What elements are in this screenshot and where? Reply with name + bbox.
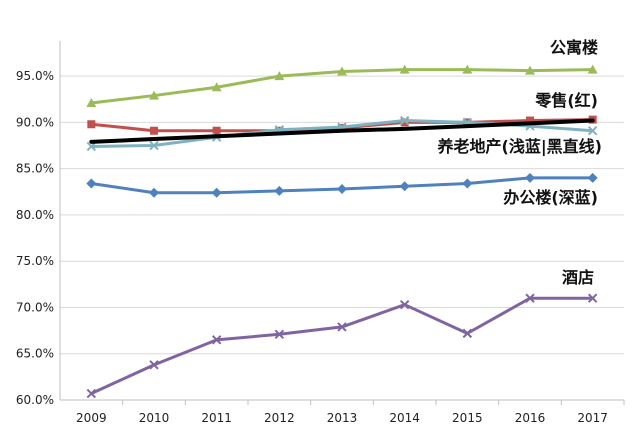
data-point-公寓楼-2016 — [525, 65, 535, 75]
y-tick-label-85.0%: 85.0% — [16, 162, 54, 176]
data-point-公寓楼-2017 — [587, 64, 598, 74]
data-point-公寓楼-2013 — [337, 66, 347, 76]
data-point-零售红-2016 — [526, 116, 534, 125]
y-tick-label-80.0%: 80.0% — [16, 208, 54, 222]
data-point-办公楼深蓝-2016 — [525, 172, 535, 183]
data-point-公寓楼-2009 — [86, 97, 97, 107]
data-point-酒店-2009 — [86, 388, 97, 399]
data-point-酒店-2017 — [587, 293, 598, 303]
data-point-公寓楼-2011 — [211, 82, 222, 92]
series-黑直线 — [89, 118, 595, 144]
data-point-办公楼深蓝-2011 — [211, 187, 222, 198]
data-point-办公楼深蓝-2017 — [587, 172, 598, 183]
y-tick-label-60.0%: 60.0% — [16, 393, 54, 407]
series-line-酒店 — [89, 296, 595, 396]
x-tick-label-2013: 2013 — [327, 411, 358, 425]
annotation-apartment: 公寓楼 — [550, 38, 598, 57]
x-tick-label-2017: 2017 — [577, 411, 608, 425]
annotation-hotel: 酒店 — [562, 268, 594, 287]
x-tick-label-2011: 2011 — [201, 411, 232, 425]
data-point-酒店-2013 — [337, 322, 347, 332]
data-point-养老地产浅蓝-2017 — [587, 126, 598, 136]
data-point-零售红-2014 — [400, 118, 409, 127]
data-point-酒店-2015 — [462, 328, 473, 339]
data-point-酒店-2014 — [399, 299, 410, 310]
data-point-零售红-2010 — [150, 126, 158, 135]
series-公寓楼 — [86, 64, 598, 107]
x-tick-label-2014: 2014 — [389, 411, 420, 425]
y-tick-label-65.0%: 65.0% — [16, 347, 54, 361]
data-point-办公楼深蓝-2012 — [274, 185, 285, 196]
data-point-公寓楼-2012 — [274, 71, 285, 81]
data-point-零售红-2009 — [87, 120, 96, 129]
gridlines — [60, 75, 624, 401]
data-point-酒店-2012 — [274, 329, 285, 340]
data-point-零售红-2011 — [212, 126, 221, 135]
data-point-公寓楼-2010 — [149, 90, 159, 100]
axes — [59, 41, 625, 405]
data-point-酒店-2016 — [525, 293, 535, 303]
annotation-retail: 零售(红) — [534, 91, 598, 110]
series-line-黑直线 — [89, 118, 595, 144]
data-point-酒店-2011 — [211, 335, 222, 345]
series-办公楼深蓝 — [86, 172, 598, 198]
data-point-办公楼深蓝-2013 — [337, 184, 347, 195]
series-酒店 — [86, 293, 598, 399]
y-tick-label-95.0%: 95.0% — [16, 69, 54, 83]
data-point-养老地产浅蓝-2014 — [399, 115, 410, 126]
annotations: 公寓楼 零售(红) 养老地产(浅蓝|黑直线) 办公楼(深蓝) 酒店 — [437, 38, 602, 287]
series-layer — [86, 64, 598, 399]
data-point-酒店-2010 — [149, 360, 159, 370]
y-tick-label-75.0%: 75.0% — [16, 254, 54, 268]
data-point-办公楼深蓝-2014 — [399, 181, 410, 192]
y-tick-label-90.0%: 90.0% — [16, 115, 54, 129]
data-point-办公楼深蓝-2009 — [86, 178, 97, 189]
data-point-办公楼深蓝-2010 — [149, 187, 159, 198]
x-tick-label-2015: 2015 — [452, 411, 483, 425]
x-tick-label-2016: 2016 — [515, 411, 546, 425]
x-tick-label-2009: 2009 — [76, 411, 107, 425]
tick-labels: 60.0% 65.0% 70.0% 75.0% 80.0% 85.0% 90.0% 95.0%… — [16, 69, 608, 425]
data-point-养老地产浅蓝-2010 — [149, 140, 159, 151]
x-tick-label-2010: 2010 — [139, 411, 170, 425]
y-tick-label-70.0%: 70.0% — [16, 300, 54, 314]
data-point-养老地产浅蓝-2009 — [86, 141, 97, 152]
data-point-公寓楼-2014 — [399, 64, 410, 74]
data-point-办公楼深蓝-2015 — [462, 178, 473, 189]
x-tick-label-2012: 2012 — [264, 411, 295, 425]
annotation-senior-housing: 养老地产(浅蓝|黑直线) — [437, 137, 602, 157]
annotation-office: 办公楼(深蓝) — [503, 188, 598, 207]
data-point-公寓楼-2015 — [462, 64, 473, 74]
